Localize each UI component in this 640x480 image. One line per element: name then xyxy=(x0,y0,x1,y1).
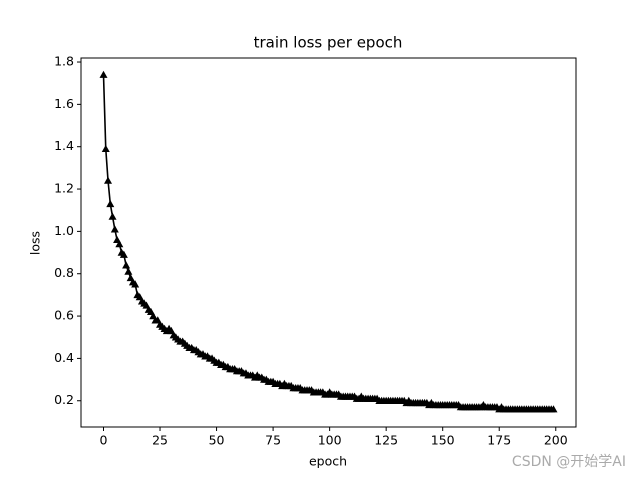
y-tick-label: 1.6 xyxy=(54,96,74,111)
y-axis-label: loss xyxy=(28,231,43,255)
data-marker xyxy=(124,267,133,275)
y-tick-label: 1.8 xyxy=(54,54,74,69)
y-tick-label: 0.8 xyxy=(54,265,74,280)
data-marker xyxy=(106,199,115,208)
data-marker xyxy=(122,261,131,269)
x-tick-label: 50 xyxy=(209,433,225,448)
x-tick-label: 75 xyxy=(265,433,281,448)
plot-frame xyxy=(80,57,577,428)
y-tick-label: 1.4 xyxy=(54,138,74,153)
x-tick-label: 200 xyxy=(544,433,568,448)
data-marker xyxy=(104,176,113,184)
series-line xyxy=(102,74,554,411)
y-tick-label: 0.2 xyxy=(54,392,74,407)
watermark: CSDN @开始学AI xyxy=(512,454,626,470)
data-marker xyxy=(108,212,117,220)
data-marker xyxy=(101,144,110,153)
data-marker xyxy=(549,405,558,413)
data-marker xyxy=(99,70,108,78)
x-tick-label: 125 xyxy=(374,433,398,448)
x-tick-label: 100 xyxy=(318,433,342,448)
chart-title: train loss per epoch xyxy=(254,34,403,52)
data-marker xyxy=(115,240,124,248)
data-marker xyxy=(119,250,128,258)
y-tick-label: 1.2 xyxy=(54,181,74,196)
y-tick-label: 0.4 xyxy=(54,350,74,365)
x-axis-label: epoch xyxy=(309,454,347,469)
x-tick-label: 150 xyxy=(431,433,455,448)
y-tick-label: 0.6 xyxy=(54,308,74,323)
x-tick-label: 0 xyxy=(100,433,108,448)
data-marker xyxy=(110,225,119,233)
x-tick-label: 25 xyxy=(152,433,168,448)
y-tick-label: 1.0 xyxy=(54,223,74,238)
x-tick-label: 175 xyxy=(487,433,511,448)
data-marker xyxy=(131,280,140,288)
